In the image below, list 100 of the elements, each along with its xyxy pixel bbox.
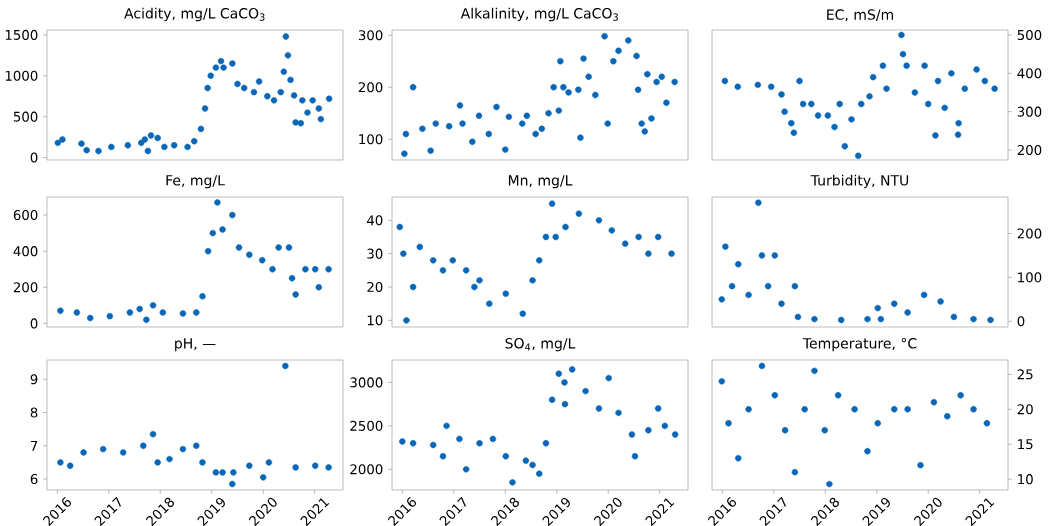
chart-title: Temperature, °C xyxy=(802,337,917,352)
point xyxy=(628,431,636,438)
y-tick-label: 400 xyxy=(13,246,38,257)
point xyxy=(879,62,887,69)
point xyxy=(184,143,191,151)
point xyxy=(555,370,562,377)
point xyxy=(325,266,332,273)
point xyxy=(287,76,294,84)
y-tick-label: 20 xyxy=(367,281,383,293)
point xyxy=(981,77,989,85)
point xyxy=(811,315,818,323)
point xyxy=(502,453,509,460)
point xyxy=(608,227,616,234)
point xyxy=(758,362,766,370)
point xyxy=(489,435,497,443)
point xyxy=(229,211,236,219)
point xyxy=(403,317,410,324)
point xyxy=(791,468,799,476)
y-tick-label: 1500 xyxy=(5,29,38,40)
chart-title: Fe, mg/L xyxy=(166,175,225,189)
point xyxy=(297,120,304,127)
point xyxy=(671,78,678,86)
y-tick-label: 0 xyxy=(1017,316,1025,327)
point xyxy=(240,84,248,92)
point xyxy=(401,150,408,157)
point xyxy=(560,84,567,91)
point xyxy=(634,86,642,93)
point xyxy=(220,64,227,71)
point xyxy=(983,420,991,427)
point xyxy=(292,119,299,126)
point xyxy=(745,291,752,299)
point xyxy=(304,109,311,116)
point xyxy=(725,420,732,427)
point xyxy=(904,406,911,413)
point xyxy=(66,462,74,469)
point xyxy=(439,267,447,274)
point xyxy=(277,88,284,96)
point xyxy=(801,406,808,413)
point xyxy=(78,140,85,147)
point xyxy=(778,91,785,98)
chart-title: Turbidity, NTU xyxy=(810,174,909,189)
point xyxy=(147,132,155,139)
point xyxy=(718,378,725,385)
point xyxy=(144,147,152,155)
point xyxy=(476,277,483,284)
y-tick-label: 3000 xyxy=(350,377,383,388)
point xyxy=(808,100,815,108)
point xyxy=(663,99,670,106)
y-tick-label: 2000 xyxy=(350,464,383,475)
point xyxy=(270,97,278,104)
point xyxy=(796,77,803,85)
point xyxy=(552,233,559,241)
point xyxy=(193,309,200,316)
point xyxy=(821,427,828,434)
y-tick-label: 400 xyxy=(1017,68,1042,79)
point xyxy=(864,448,871,455)
point xyxy=(638,120,645,127)
point xyxy=(485,130,492,138)
point xyxy=(595,217,603,224)
point xyxy=(625,37,632,44)
point xyxy=(641,128,648,135)
point xyxy=(462,267,470,274)
y-tick-label: 7 xyxy=(30,440,38,451)
point xyxy=(575,86,582,93)
point xyxy=(419,125,426,132)
point xyxy=(429,257,437,264)
point xyxy=(443,422,450,430)
point xyxy=(317,115,325,123)
point xyxy=(771,392,779,399)
point xyxy=(402,130,410,138)
point xyxy=(973,66,980,73)
point xyxy=(955,119,962,127)
point xyxy=(722,243,729,250)
point xyxy=(834,392,842,399)
point xyxy=(219,226,226,233)
point xyxy=(555,107,562,114)
point xyxy=(214,199,221,206)
point xyxy=(904,309,911,316)
point xyxy=(523,112,531,119)
point xyxy=(204,247,212,255)
point xyxy=(831,123,838,131)
point xyxy=(471,283,478,291)
point xyxy=(917,461,924,469)
y-tick-label: 10 xyxy=(1018,474,1033,485)
point xyxy=(439,453,447,460)
point xyxy=(462,466,470,473)
point xyxy=(519,310,526,317)
chart-title: SO$_{4}$, mg/L xyxy=(505,337,576,352)
point xyxy=(615,409,622,417)
point xyxy=(73,309,81,316)
point xyxy=(548,200,556,207)
point xyxy=(811,367,818,375)
point xyxy=(970,406,977,413)
point xyxy=(668,250,675,257)
point xyxy=(149,302,157,309)
point xyxy=(235,244,243,251)
point xyxy=(794,313,802,321)
point xyxy=(790,129,798,136)
point xyxy=(605,374,612,382)
point xyxy=(229,60,236,67)
